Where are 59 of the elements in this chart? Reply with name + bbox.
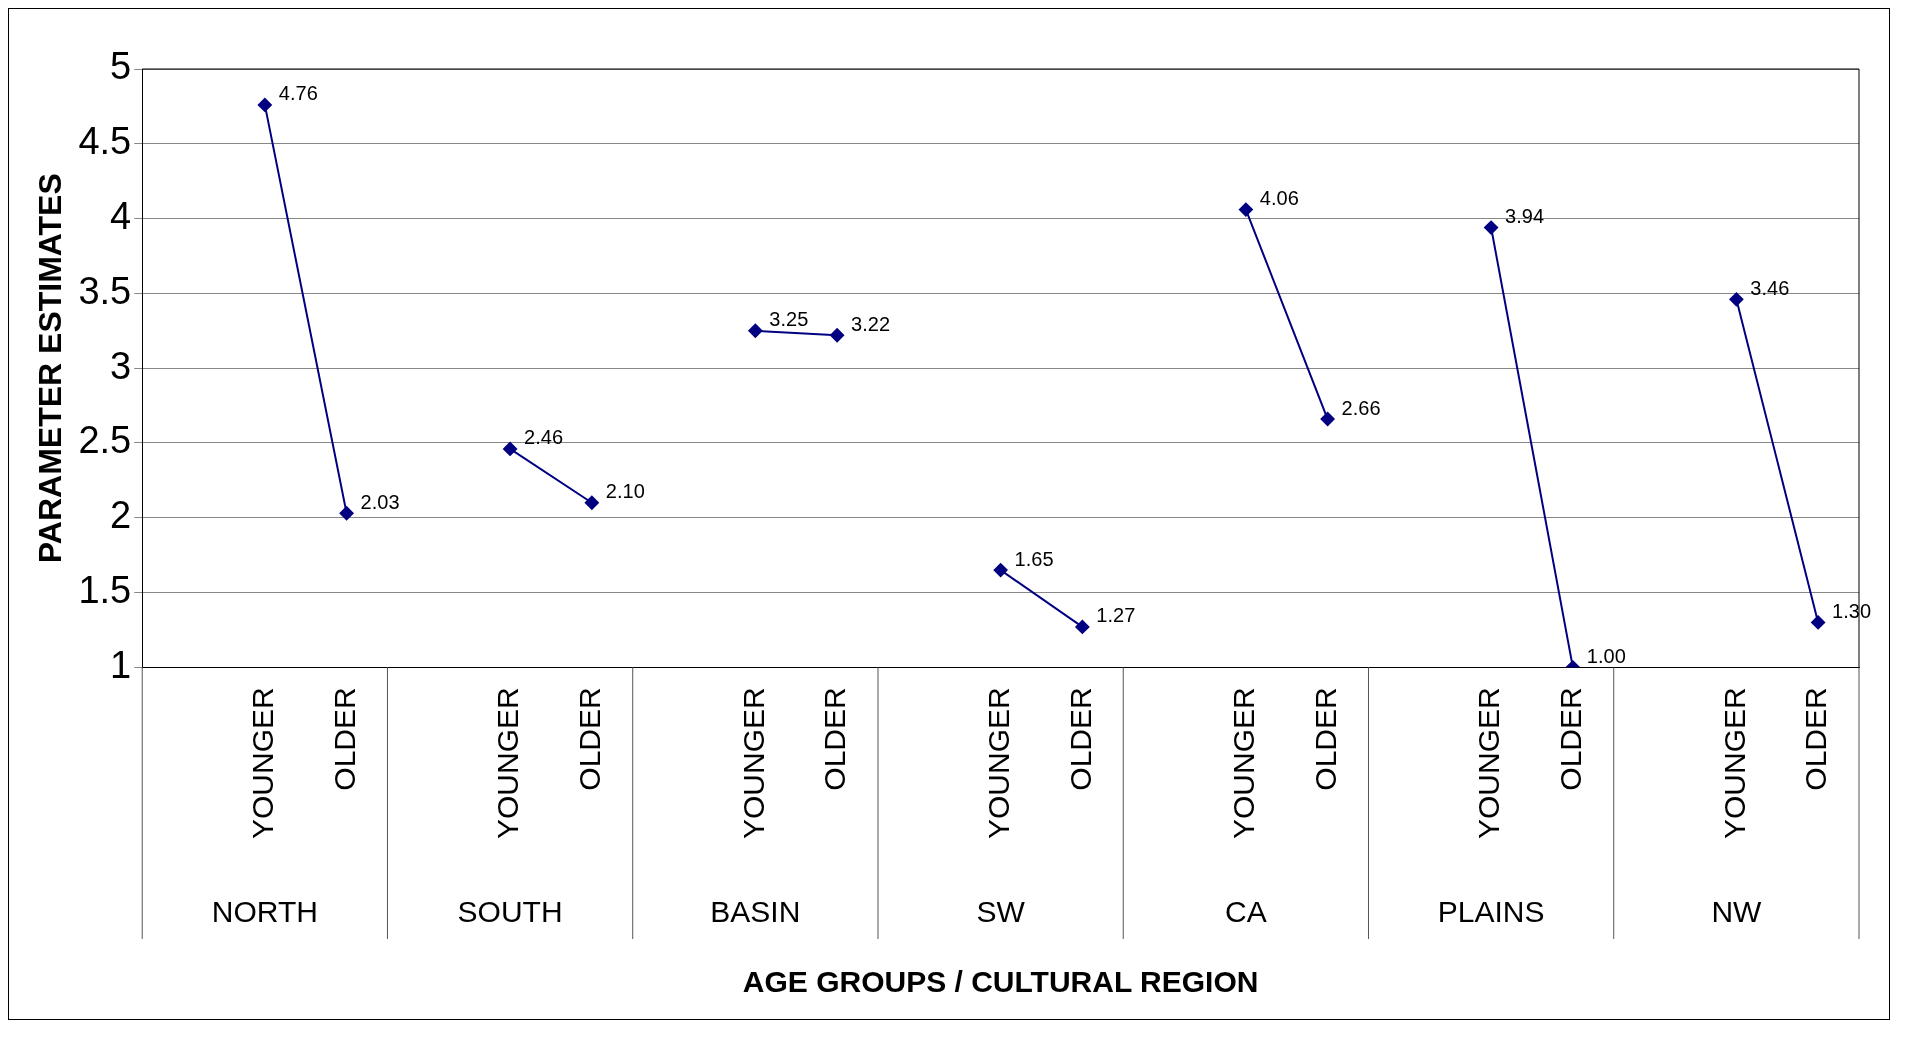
- x-tick-label: OLDER: [1063, 687, 1097, 791]
- y-tick-label: 3: [110, 344, 132, 387]
- point: [993, 563, 1008, 578]
- y-tick-label: 1: [110, 643, 132, 686]
- data-label: 3.94: [1505, 205, 1545, 228]
- y-tick-label: 4: [110, 195, 132, 238]
- y-tick-label: 2: [110, 494, 132, 537]
- data-label: 2.03: [360, 490, 400, 513]
- x-tick-label: OLDER: [818, 687, 852, 791]
- x-tick-label: YOUNGER: [736, 687, 770, 839]
- data-label: 2.66: [1341, 396, 1381, 419]
- text: BASIN: [710, 895, 801, 929]
- x-tick-label: OLDER: [573, 687, 607, 791]
- point: [584, 495, 599, 510]
- point: [1238, 202, 1253, 217]
- data-label: 1.00: [1586, 644, 1626, 667]
- x-tick-label: OLDER: [1554, 687, 1588, 791]
- text: NORTH: [211, 895, 318, 929]
- text: NW: [1711, 895, 1763, 929]
- text: SOUTH: [457, 895, 563, 929]
- x-tick-label: YOUNGER: [1472, 687, 1506, 839]
- x-tick-label: OLDER: [1799, 687, 1833, 791]
- data-label: 2.10: [605, 480, 645, 503]
- y-axis-title: PARAMETER ESTIMATES: [32, 173, 69, 564]
- point: [1320, 412, 1335, 427]
- data-label: 3.22: [851, 312, 891, 335]
- x-tick-label: YOUNGER: [246, 687, 280, 839]
- data-label: 4.76: [278, 82, 318, 105]
- x-tick-label: OLDER: [1308, 687, 1342, 791]
- point: [1811, 615, 1826, 630]
- data-label: 3.25: [769, 308, 809, 331]
- x-tick-label: OLDER: [327, 687, 361, 791]
- text: PLAINS: [1437, 895, 1545, 929]
- data-label: 3.46: [1750, 276, 1790, 299]
- y-tick-label: 3.5: [78, 269, 132, 312]
- data-label: 1.30: [1832, 599, 1872, 622]
- x-tick-label: YOUNGER: [1717, 687, 1751, 839]
- data-label: 4.06: [1259, 187, 1299, 210]
- x-tick-label: YOUNGER: [1227, 687, 1261, 839]
- point: [1484, 220, 1499, 235]
- y-tick-label: 5: [110, 45, 132, 88]
- text: CA: [1225, 895, 1267, 929]
- point: [1075, 619, 1090, 634]
- y-tick-label: 2.5: [78, 419, 132, 462]
- data-label: 2.46: [524, 426, 564, 449]
- point: [257, 97, 272, 112]
- x-axis-title: AGE GROUPS / CULTURAL REGION: [742, 965, 1259, 999]
- point: [339, 506, 354, 521]
- y-tick-label: 1.5: [78, 569, 132, 612]
- point: [748, 323, 763, 338]
- x-tick-label: YOUNGER: [491, 687, 525, 839]
- text: SW: [976, 895, 1026, 929]
- point: [1729, 292, 1744, 307]
- point: [503, 441, 518, 456]
- x-tick-label: YOUNGER: [981, 687, 1015, 839]
- data-label: 1.65: [1014, 547, 1054, 570]
- y-tick-label: 4.5: [78, 120, 132, 163]
- data-label: 1.27: [1096, 604, 1136, 627]
- point: [830, 328, 845, 343]
